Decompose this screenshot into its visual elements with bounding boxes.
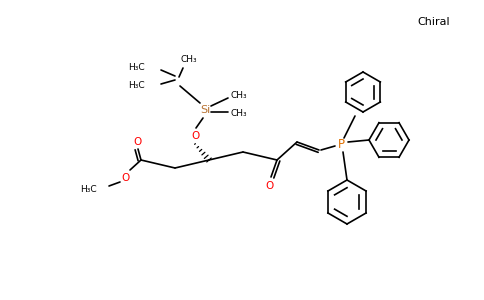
Text: O: O bbox=[121, 173, 129, 183]
Text: Si: Si bbox=[200, 105, 210, 115]
Text: H₃C: H₃C bbox=[128, 82, 145, 91]
Text: CH₃: CH₃ bbox=[231, 110, 247, 118]
Text: H₃C: H₃C bbox=[80, 185, 97, 194]
Text: CH₃: CH₃ bbox=[231, 92, 247, 100]
Text: O: O bbox=[191, 131, 199, 141]
Text: H₃C: H₃C bbox=[128, 64, 145, 73]
Text: Chiral: Chiral bbox=[417, 17, 450, 27]
Text: P: P bbox=[337, 137, 345, 151]
Text: O: O bbox=[133, 137, 141, 147]
Text: O: O bbox=[265, 181, 273, 191]
Text: CH₃: CH₃ bbox=[181, 56, 197, 64]
